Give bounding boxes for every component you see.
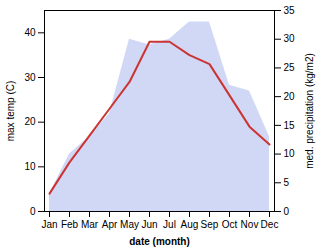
svg-text:Jun: Jun — [141, 219, 157, 230]
svg-text:35: 35 — [284, 5, 296, 16]
svg-text:May: May — [120, 219, 139, 230]
svg-text:med. precipitation (kg/m2): med. precipitation (kg/m2) — [304, 53, 315, 169]
svg-text:10: 10 — [284, 148, 296, 159]
svg-text:Aug: Aug — [181, 219, 199, 230]
svg-text:Oct: Oct — [222, 219, 238, 230]
svg-text:date (month): date (month) — [129, 236, 190, 247]
svg-text:30: 30 — [284, 33, 296, 44]
svg-text:30: 30 — [24, 72, 36, 83]
svg-text:Dec: Dec — [261, 219, 279, 230]
svg-text:25: 25 — [284, 62, 296, 73]
svg-text:20: 20 — [284, 91, 296, 102]
svg-text:Jul: Jul — [163, 219, 176, 230]
svg-text:40: 40 — [24, 27, 36, 38]
svg-text:max temp (C): max temp (C) — [5, 81, 16, 142]
svg-text:Apr: Apr — [102, 219, 118, 230]
svg-text:Feb: Feb — [61, 219, 79, 230]
svg-text:Nov: Nov — [241, 219, 259, 230]
svg-text:Mar: Mar — [81, 219, 99, 230]
svg-text:Jan: Jan — [41, 219, 57, 230]
svg-text:0: 0 — [30, 206, 36, 217]
svg-text:Sep: Sep — [201, 219, 219, 230]
svg-text:10: 10 — [24, 161, 36, 172]
svg-text:20: 20 — [24, 116, 36, 127]
svg-text:0: 0 — [284, 206, 290, 217]
svg-text:5: 5 — [284, 177, 290, 188]
svg-text:15: 15 — [284, 120, 296, 131]
